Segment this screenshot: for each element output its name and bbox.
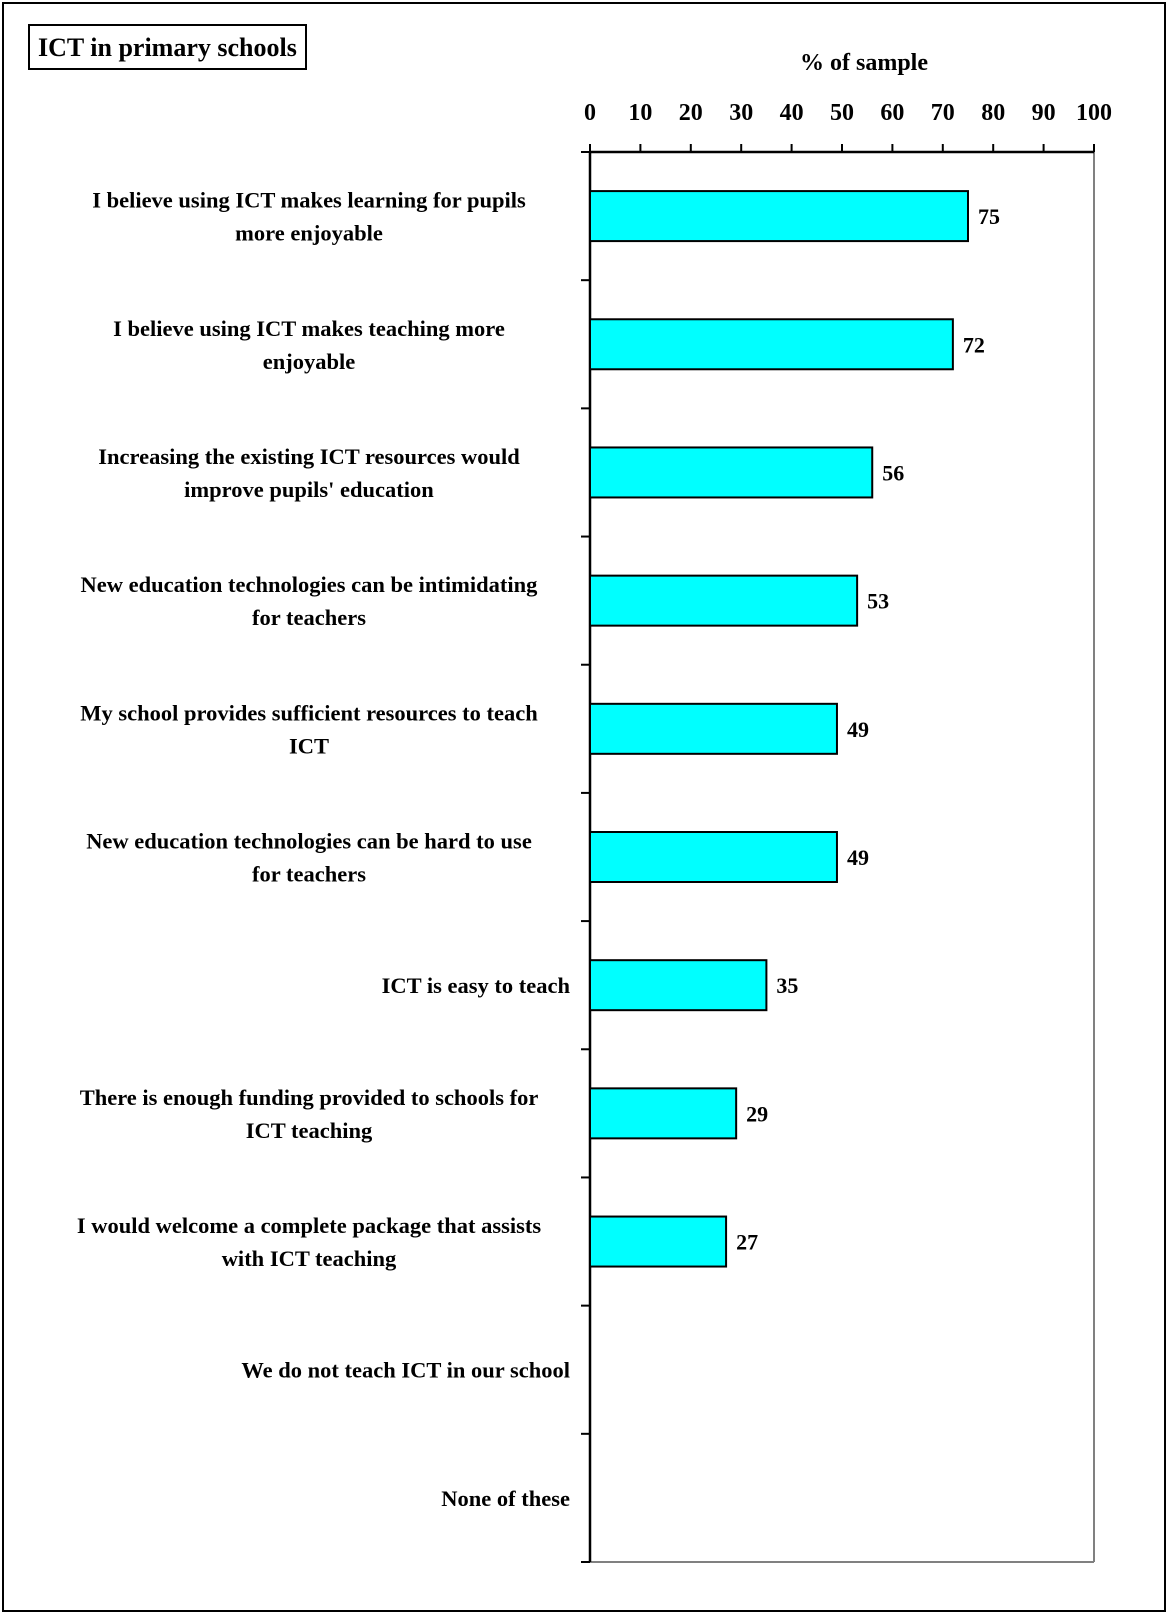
- category-label: None of these: [441, 1486, 570, 1511]
- category-label: We do not teach ICT in our school: [241, 1358, 570, 1383]
- category-label: Increasing the existing ICT resources wo…: [98, 444, 520, 502]
- bar: [589, 1087, 738, 1140]
- x-tick-label: 20: [679, 100, 703, 126]
- category-label: ICT is easy to teach: [382, 973, 571, 998]
- bar: [589, 446, 874, 499]
- category-labels: I believe using ICT makes learning for p…: [77, 188, 571, 1511]
- category-label: There is enough funding provided to scho…: [80, 1085, 539, 1143]
- bar: [589, 959, 768, 1012]
- x-axis-title: % of sample: [800, 50, 928, 76]
- data-label: 53: [867, 589, 889, 614]
- data-label: 27: [736, 1230, 758, 1255]
- x-tick-label: 80: [981, 100, 1005, 126]
- x-tick-label: 10: [628, 100, 652, 126]
- bar: [589, 831, 838, 883]
- data-label: 56: [882, 460, 904, 485]
- data-label: 29: [746, 1101, 768, 1126]
- category-label: New education technologies can be hard t…: [86, 829, 532, 887]
- x-tick-label: 40: [780, 100, 804, 126]
- data-label: 49: [847, 717, 869, 742]
- category-label: I believe using ICT makes learning for p…: [92, 188, 526, 246]
- bars: [589, 190, 969, 1268]
- category-label: I believe using ICT makes teaching more e…: [113, 316, 505, 374]
- x-tick-label: 50: [830, 100, 854, 126]
- x-tick-label: 90: [1032, 100, 1056, 126]
- data-label: 49: [847, 845, 869, 870]
- x-tick-label: 0: [584, 100, 596, 126]
- data-label: 72: [963, 332, 985, 357]
- bar: [589, 318, 954, 371]
- x-tick-label: 30: [729, 100, 753, 126]
- bar: [589, 574, 859, 627]
- bar: [589, 702, 838, 755]
- chart-title: ICT in primary schools: [28, 24, 307, 70]
- x-tick-label: 70: [931, 100, 955, 126]
- category-label: New education technologies can be intimi…: [81, 572, 539, 630]
- data-label: 35: [776, 973, 798, 998]
- bar: [589, 1215, 728, 1268]
- data-labels: 75 72 56 53 49 49 35 29 27: [736, 204, 1000, 1254]
- x-tick-label: 100: [1076, 100, 1112, 126]
- x-tick-label: 60: [880, 100, 904, 126]
- category-label: My school provides sufficient resources …: [80, 700, 538, 758]
- x-axis-ticks: 0 10 20 30 40 50 60 70 80 90 100: [584, 100, 1112, 152]
- data-label: 75: [978, 204, 1000, 229]
- category-label: I would welcome a complete package that …: [77, 1213, 542, 1271]
- bar: [589, 190, 969, 243]
